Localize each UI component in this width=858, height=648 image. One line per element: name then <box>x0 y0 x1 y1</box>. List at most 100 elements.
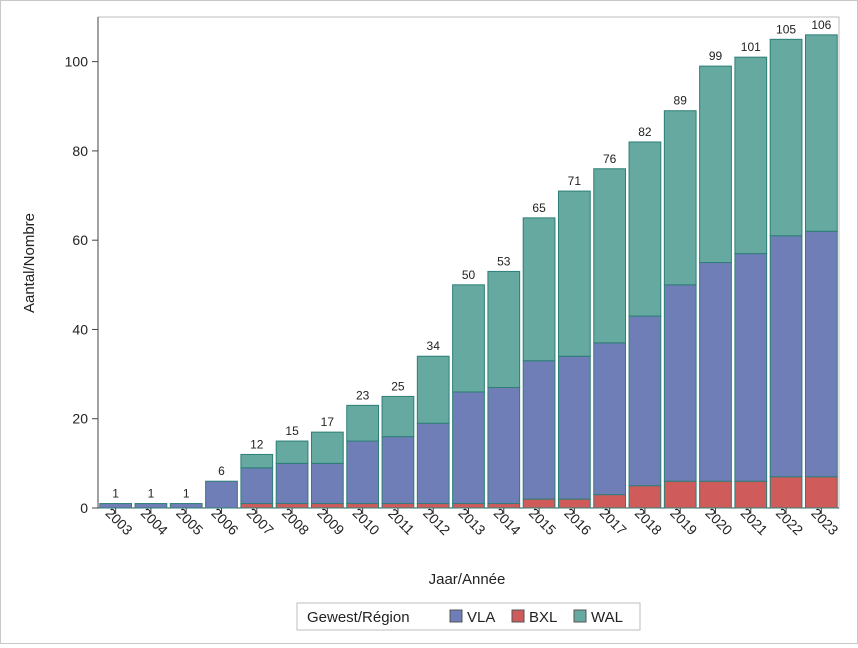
x-tick-label-2012: 2012 <box>420 505 453 538</box>
bar-segment-wal-2017 <box>593 168 627 344</box>
bar-segment-vla-2021 <box>734 253 768 482</box>
x-tick-label-2011: 2011 <box>385 505 418 538</box>
total-label-2023: 106 <box>811 18 831 32</box>
legend-frame <box>296 602 641 631</box>
x-axis-label: Jaar/Année <box>429 571 506 588</box>
x-tick-label-2015: 2015 <box>526 505 559 538</box>
bar-segment-wal-2019 <box>663 110 697 286</box>
bar-segment-bxl-2019 <box>663 480 697 509</box>
legend-swatch-bxl <box>511 609 525 623</box>
legend: Gewest/Région VLA BXL WAL <box>296 602 641 631</box>
bar-segment-vla-2017 <box>593 342 627 496</box>
y-tick-label: 0 <box>80 500 88 516</box>
bar-segment-vla-2020 <box>699 262 732 482</box>
total-label-2005: 1 <box>183 487 190 501</box>
total-label-2003: 1 <box>112 487 119 501</box>
bar-segment-wal-2022 <box>769 38 803 237</box>
bar-segment-vla-2007 <box>240 467 274 505</box>
bar-segment-bxl-2018 <box>628 485 662 509</box>
bar-segment-bxl-2021 <box>734 480 768 509</box>
x-tick-label-2014: 2014 <box>491 505 524 538</box>
bar-segment-vla-2015 <box>522 360 556 500</box>
bar-segment-vla-2012 <box>416 422 450 505</box>
total-label-2020: 99 <box>709 49 723 63</box>
x-tick-label-2003: 2003 <box>103 505 136 538</box>
x-tick-label-2009: 2009 <box>314 505 347 538</box>
bar-segment-wal-2015 <box>522 217 556 362</box>
bar-segment-bxl-2020 <box>699 480 732 509</box>
bar-segment-wal-2013 <box>452 284 485 393</box>
x-tick-label-2006: 2006 <box>208 505 241 538</box>
bar-segment-wal-2016 <box>557 190 591 357</box>
total-label-2004: 1 <box>148 487 155 501</box>
bar-segment-wal-2008 <box>275 440 309 464</box>
total-label-2007: 12 <box>250 437 264 451</box>
total-label-2018: 82 <box>638 125 652 139</box>
bar-segment-vla-2009 <box>310 462 344 505</box>
legend-label-bxl: BXL <box>529 609 557 626</box>
x-tick-label-2019: 2019 <box>667 505 700 538</box>
legend-swatch-wal <box>573 609 587 623</box>
bar-segment-bxl-2022 <box>769 476 803 509</box>
bar-segment-wal-2011 <box>381 395 415 438</box>
bar-segment-vla-2008 <box>275 462 309 505</box>
bar-segment-bxl-2023 <box>804 476 838 509</box>
legend-label-vla: VLA <box>467 609 495 626</box>
y-tick-label: 100 <box>65 54 89 70</box>
total-label-2022: 105 <box>776 22 796 36</box>
x-tick-label-2023: 2023 <box>808 505 841 538</box>
legend-swatch-vla <box>449 609 463 623</box>
bar-segment-vla-2023 <box>804 230 838 478</box>
bar-segment-vla-2018 <box>628 315 662 487</box>
bar-segment-wal-2012 <box>416 355 450 424</box>
total-label-2008: 15 <box>285 424 299 438</box>
total-label-2006: 6 <box>218 464 225 478</box>
x-tick-label-2010: 2010 <box>350 505 383 538</box>
x-tick-label-2004: 2004 <box>138 505 171 538</box>
y-tick-label: 20 <box>72 411 88 427</box>
y-axis-label: Aantal/Nombre <box>21 213 38 313</box>
bar-segment-wal-2010 <box>346 404 380 442</box>
total-label-2014: 53 <box>497 254 511 268</box>
x-tick-label-2021: 2021 <box>738 505 771 538</box>
y-tick-label: 40 <box>72 321 88 337</box>
bar-segment-vla-2013 <box>452 391 485 505</box>
bar-segment-vla-2016 <box>557 355 591 500</box>
x-tick-label-2005: 2005 <box>173 505 206 538</box>
bar-segment-wal-2018 <box>628 141 662 317</box>
bar-segment-vla-2006 <box>205 480 238 509</box>
bar-segment-wal-2023 <box>804 34 838 232</box>
total-label-2009: 17 <box>321 415 335 429</box>
y-tick-label: 80 <box>72 143 88 159</box>
bar-segment-vla-2022 <box>769 235 803 478</box>
total-label-2011: 25 <box>391 379 405 393</box>
x-tick-label-2022: 2022 <box>773 505 806 538</box>
total-label-2013: 50 <box>462 268 476 282</box>
bar-segment-wal-2020 <box>699 65 732 263</box>
legend-label-wal: WAL <box>591 609 623 626</box>
x-tick-label-2020: 2020 <box>702 505 735 538</box>
x-tick-label-2013: 2013 <box>455 505 488 538</box>
total-label-2019: 89 <box>674 94 688 108</box>
bar-segment-wal-2021 <box>734 56 768 255</box>
total-label-2016: 71 <box>568 174 582 188</box>
y-tick-label: 60 <box>72 232 88 248</box>
bar-segment-wal-2007 <box>240 453 274 469</box>
bar-segment-vla-2010 <box>346 440 380 505</box>
legend-title: Gewest/Région <box>307 609 410 626</box>
bar-segment-vla-2014 <box>487 386 521 505</box>
total-label-2021: 101 <box>741 40 761 54</box>
x-tick-label-2016: 2016 <box>561 505 594 538</box>
x-tick-label-2008: 2008 <box>279 505 312 538</box>
x-tick-label-2007: 2007 <box>244 505 277 538</box>
total-label-2010: 23 <box>356 388 370 402</box>
bar-segment-wal-2014 <box>487 270 521 388</box>
x-tick-label-2018: 2018 <box>632 505 665 538</box>
bar-segment-wal-2009 <box>310 431 344 464</box>
total-label-2015: 65 <box>532 201 546 215</box>
total-label-2012: 34 <box>427 339 441 353</box>
x-tick-label-2017: 2017 <box>597 505 630 538</box>
bar-segment-vla-2019 <box>663 284 697 482</box>
